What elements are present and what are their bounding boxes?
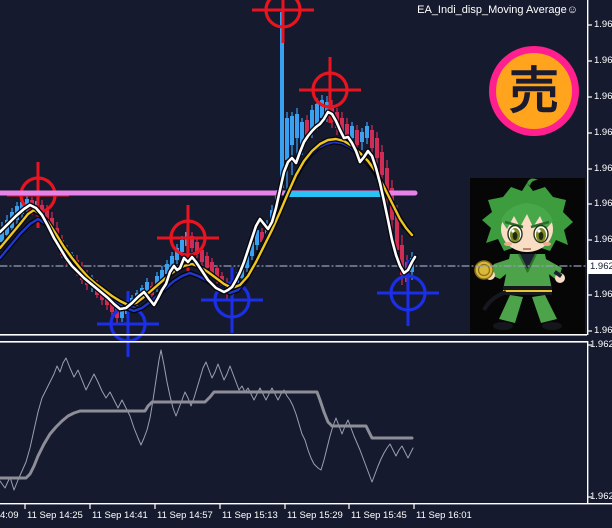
mascot-ahoge	[527, 178, 538, 186]
mascot-belt-tail	[482, 290, 507, 311]
mascot-eye-highlight-right	[537, 229, 541, 233]
mascot-eyebrow-left	[504, 220, 524, 229]
mascot-belt-stripe	[503, 290, 552, 292]
time-axis-label: 11 Sep 15:45	[351, 510, 407, 521]
mascot-leg-left	[499, 295, 523, 323]
mascot-bangs	[501, 203, 553, 229]
price-axis-label: 1.964	[594, 163, 612, 174]
time-axis-label: 11 Sep 14:41	[92, 510, 148, 521]
time-axis-label: 11 Sep 14:25	[27, 510, 83, 521]
mascot-pupil-right	[538, 232, 544, 240]
mascot-wristband	[553, 270, 563, 278]
mascot-image	[470, 178, 585, 336]
mascot-collar	[519, 254, 536, 270]
price-axis-label: 1.965	[594, 91, 612, 102]
indicator-axis-label: 1.962	[590, 491, 612, 502]
time-axis-label: 11 Sep 15:13	[222, 510, 278, 521]
current-price-box: 1.962	[588, 260, 612, 274]
indicator-axis-label: 1.962	[590, 339, 612, 350]
mascot-eye-highlight-left	[511, 229, 515, 233]
price-axis-label: 1.966	[594, 19, 612, 30]
sell-badge-kanji: 売	[509, 63, 559, 119]
mascot-lapel	[518, 253, 537, 273]
price-axis-label: 1.965	[594, 127, 612, 138]
mascot-leg-right	[532, 295, 557, 323]
mascot-pupil-left	[512, 232, 518, 240]
price-axis-label: 1.966	[594, 55, 612, 66]
time-axis-label: 11 Sep 16:01	[416, 510, 472, 521]
time-axis-label: 11 Sep 14:57	[157, 510, 213, 521]
price-axis-label: 1.963	[594, 234, 612, 245]
price-axis-label: 1.961	[594, 325, 612, 336]
price-axis-label: 1.963	[594, 198, 612, 209]
time-axis-label: 11 Sep 15:29	[287, 510, 343, 521]
mascot-coin-ring	[477, 263, 491, 277]
price-axis-label: 1.962	[594, 289, 612, 300]
mascot-foot-right	[542, 322, 562, 330]
mascot-eyebrow-right	[530, 220, 550, 229]
mascot-foot-left	[493, 322, 513, 330]
sell-signal-badge: 売	[489, 46, 579, 136]
time-axis-label: 4:09	[0, 510, 19, 521]
mascot-blush-left	[504, 242, 512, 246]
indicator-title: EA_Indi_disp_Moving Average☺	[417, 4, 578, 16]
mascot-blush-right	[543, 242, 551, 246]
